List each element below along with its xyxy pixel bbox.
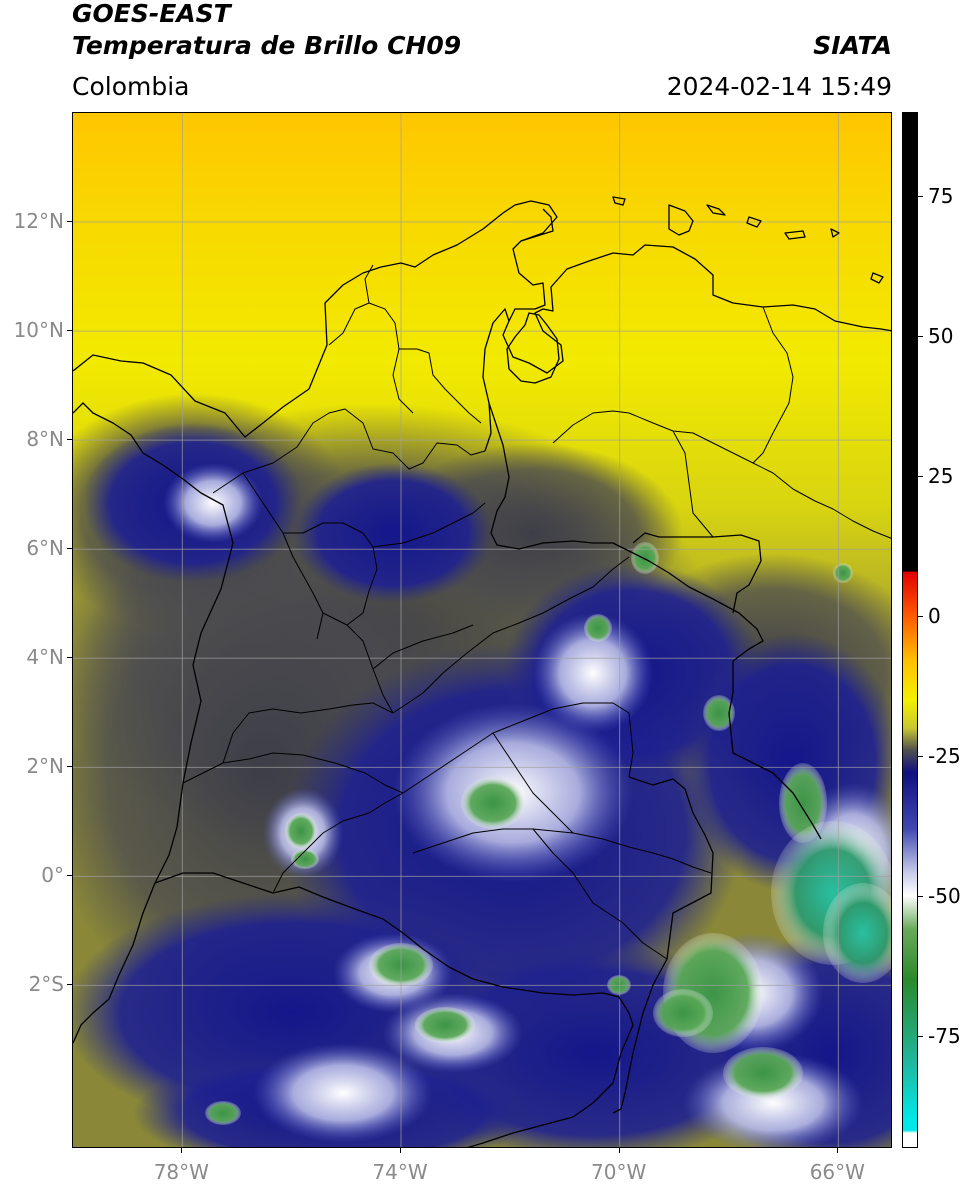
latitude-tick-label: 8°N xyxy=(26,427,64,452)
latitude-tick-label: 4°N xyxy=(26,645,64,670)
venezuela-states xyxy=(552,306,891,539)
aruba-curacao-islands xyxy=(612,196,884,284)
colorbar-tick-label: 25 xyxy=(928,464,954,488)
political-boundaries xyxy=(73,196,891,1147)
title-satellite: GOES-EAST xyxy=(72,0,231,28)
colorbar-tick-label: 50 xyxy=(928,324,954,348)
colombia-ecuador-peru-border xyxy=(154,872,634,1026)
title-product: Temperatura de Brillo CH09 xyxy=(72,31,462,60)
colorbar-tick-label: 0 xyxy=(928,604,941,628)
colorbar-tick xyxy=(918,336,923,337)
latitude-tick xyxy=(67,766,72,768)
caribbean-coastline xyxy=(73,200,891,438)
latitude-tick-label: 2°N xyxy=(26,754,64,779)
latitude-tick-label: 0° xyxy=(41,863,64,888)
longitude-tick-label: 78°W xyxy=(153,1160,209,1184)
longitude-tick xyxy=(837,1148,839,1153)
latitude-tick xyxy=(67,548,72,550)
latitude-tick-label: 12°N xyxy=(13,209,64,234)
longitude-tick-label: 74°W xyxy=(372,1160,428,1184)
longitude-tick xyxy=(618,1148,620,1153)
latitude-tick xyxy=(67,984,72,986)
colorbar-tick-label: -75 xyxy=(928,1024,961,1048)
agency-label: SIATA xyxy=(813,31,892,60)
longitude-tick xyxy=(400,1148,401,1153)
latitude-tick-label: 2°S xyxy=(28,972,64,997)
maracaibo-lake xyxy=(506,312,560,384)
colorbar-tick xyxy=(918,196,923,197)
latitude-tick xyxy=(67,657,72,659)
longitude-tick-label: 66°W xyxy=(809,1160,865,1184)
colorbar-tick xyxy=(918,1036,923,1037)
colorbar-tick-label: 75 xyxy=(928,184,954,208)
gulf-of-venezuela xyxy=(520,208,554,242)
internal-departments xyxy=(182,264,712,960)
colombia-venezuela-border xyxy=(482,308,822,840)
colorbar xyxy=(902,112,918,1148)
venezuela-guyana-border xyxy=(632,532,762,614)
latitude-tick xyxy=(67,439,72,441)
region-label: Colombia xyxy=(72,72,190,101)
latitude-tick-label: 10°N xyxy=(13,318,64,343)
colorbar-tick-label: -25 xyxy=(928,744,961,768)
pacific-coastline xyxy=(73,402,234,1044)
datetime-label: 2024-02-14 15:49 xyxy=(666,72,892,101)
latitude-tick xyxy=(67,330,72,332)
longitude-tick-label: 70°W xyxy=(591,1160,647,1184)
satellite-map xyxy=(72,112,892,1148)
latitude-tick xyxy=(67,875,72,877)
colorbar-tick xyxy=(918,476,923,477)
latitude-tick xyxy=(67,221,72,223)
longitude-tick xyxy=(181,1148,183,1153)
colorbar-tick xyxy=(918,616,923,617)
colorbar-tick xyxy=(918,756,923,757)
colombia-brazil-border xyxy=(612,776,714,1114)
colorbar-tick xyxy=(918,896,923,897)
latitude-tick-label: 6°N xyxy=(26,536,64,561)
colorbar-tick-label: -50 xyxy=(928,884,961,908)
cold-cloud-field xyxy=(73,393,891,1147)
peru-brazil-border xyxy=(467,1024,634,1147)
graticule xyxy=(73,113,891,1147)
